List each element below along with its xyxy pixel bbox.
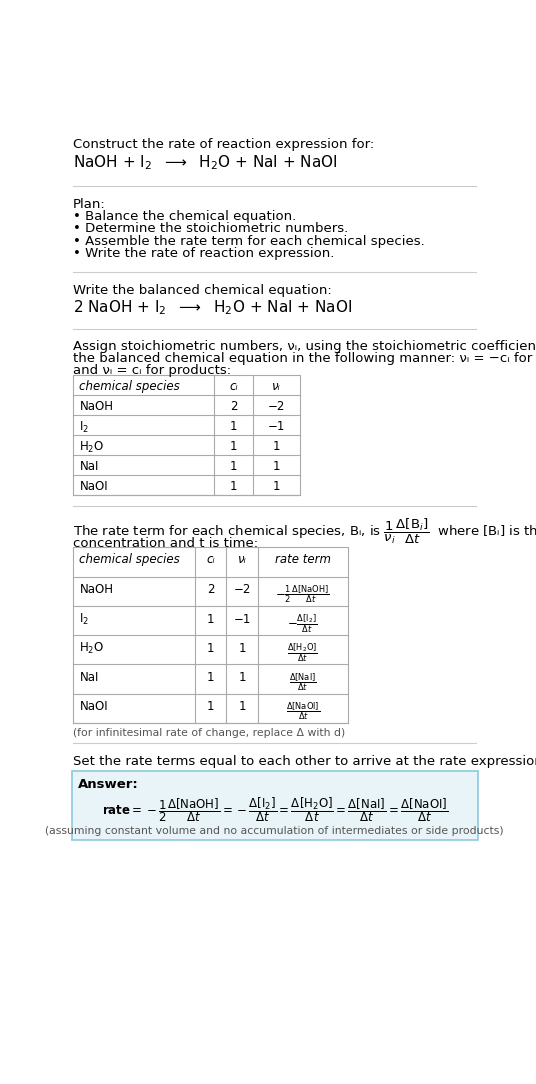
Text: NaOH + I$_2$  $\longrightarrow$  H$_2$O + NaI + NaOI: NaOH + I$_2$ $\longrightarrow$ H$_2$O + … xyxy=(73,153,338,172)
Text: cᵢ: cᵢ xyxy=(229,379,238,392)
Text: νᵢ: νᵢ xyxy=(238,553,247,566)
Text: Assign stoichiometric numbers, νᵢ, using the stoichiometric coefficients, cᵢ, fr: Assign stoichiometric numbers, νᵢ, using… xyxy=(73,339,536,352)
Text: Set the rate terms equal to each other to arrive at the rate expression:: Set the rate terms equal to each other t… xyxy=(73,756,536,769)
Text: Answer:: Answer: xyxy=(78,778,139,791)
Text: The rate term for each chemical species, Bᵢ, is $\dfrac{1}{\nu_i}\dfrac{\Delta[\: The rate term for each chemical species,… xyxy=(73,517,536,546)
Text: 1: 1 xyxy=(206,642,214,655)
Text: • Assemble the rate term for each chemical species.: • Assemble the rate term for each chemic… xyxy=(73,235,425,248)
Text: $\frac{\Delta[\mathrm{NaOI}]}{\Delta t}$: $\frac{\Delta[\mathrm{NaOI}]}{\Delta t}$ xyxy=(286,700,319,722)
Text: NaOI: NaOI xyxy=(79,480,108,493)
Text: $-\frac{\Delta[\mathrm{I}_2]}{\Delta t}$: $-\frac{\Delta[\mathrm{I}_2]}{\Delta t}$ xyxy=(287,612,318,635)
Text: 1: 1 xyxy=(206,700,214,713)
Text: 1: 1 xyxy=(239,700,246,713)
Text: −1: −1 xyxy=(267,421,285,434)
Text: concentration and t is time:: concentration and t is time: xyxy=(73,537,258,550)
Text: $\frac{\Delta[\mathrm{H}_2\mathrm{O}]}{\Delta t}$: $\frac{\Delta[\mathrm{H}_2\mathrm{O}]}{\… xyxy=(287,642,318,664)
Text: Construct the rate of reaction expression for:: Construct the rate of reaction expressio… xyxy=(73,138,375,151)
Text: • Write the rate of reaction expression.: • Write the rate of reaction expression. xyxy=(73,247,334,260)
Text: the balanced chemical equation in the following manner: νᵢ = −cᵢ for reactants: the balanced chemical equation in the fo… xyxy=(73,352,536,365)
Text: NaI: NaI xyxy=(79,461,99,474)
Text: $\mathbf{rate} = -\dfrac{1}{2}\dfrac{\Delta[\mathrm{NaOH}]}{\Delta t} = -\dfrac{: $\mathbf{rate} = -\dfrac{1}{2}\dfrac{\De… xyxy=(101,796,448,824)
Text: Write the balanced chemical equation:: Write the balanced chemical equation: xyxy=(73,284,332,297)
Text: I$_2$: I$_2$ xyxy=(79,611,90,627)
Text: H$_2$O: H$_2$O xyxy=(79,440,105,455)
Text: 1: 1 xyxy=(272,440,280,453)
Text: 1: 1 xyxy=(230,440,237,453)
Text: 2: 2 xyxy=(230,400,237,413)
Text: −2: −2 xyxy=(234,583,251,596)
Text: (for infinitesimal rate of change, replace Δ with d): (for infinitesimal rate of change, repla… xyxy=(73,727,345,737)
Text: $\frac{\Delta[\mathrm{NaI}]}{\Delta t}$: $\frac{\Delta[\mathrm{NaI}]}{\Delta t}$ xyxy=(289,671,316,693)
FancyBboxPatch shape xyxy=(73,375,300,495)
Text: 1: 1 xyxy=(239,671,246,684)
Text: −2: −2 xyxy=(267,400,285,413)
Text: 1: 1 xyxy=(206,671,214,684)
Text: NaOI: NaOI xyxy=(79,700,108,713)
Text: • Determine the stoichiometric numbers.: • Determine the stoichiometric numbers. xyxy=(73,222,348,235)
Text: I$_2$: I$_2$ xyxy=(79,421,90,436)
Text: 1: 1 xyxy=(230,480,237,493)
Text: Plan:: Plan: xyxy=(73,198,106,211)
Text: 1: 1 xyxy=(230,421,237,434)
Text: −1: −1 xyxy=(234,612,251,625)
Text: 1: 1 xyxy=(272,461,280,474)
Text: (assuming constant volume and no accumulation of intermediates or side products): (assuming constant volume and no accumul… xyxy=(46,826,504,836)
Text: chemical species: chemical species xyxy=(79,379,180,392)
Text: rate term: rate term xyxy=(274,553,331,566)
Text: NaOH: NaOH xyxy=(79,583,114,596)
Text: and νᵢ = cᵢ for products:: and νᵢ = cᵢ for products: xyxy=(73,364,232,377)
Text: 1: 1 xyxy=(206,612,214,625)
Text: H$_2$O: H$_2$O xyxy=(79,641,105,656)
Text: 1: 1 xyxy=(239,642,246,655)
Text: 2: 2 xyxy=(206,583,214,596)
Text: 1: 1 xyxy=(272,480,280,493)
Text: 2 NaOH + I$_2$  $\longrightarrow$  H$_2$O + NaI + NaOI: 2 NaOH + I$_2$ $\longrightarrow$ H$_2$O … xyxy=(73,298,352,317)
Text: $-\frac{1}{2}\frac{\Delta[\mathrm{NaOH}]}{\Delta t}$: $-\frac{1}{2}\frac{\Delta[\mathrm{NaOH}]… xyxy=(276,583,330,605)
Text: NaI: NaI xyxy=(79,671,99,684)
FancyBboxPatch shape xyxy=(72,771,478,840)
Text: cᵢ: cᵢ xyxy=(206,553,215,566)
Text: νᵢ: νᵢ xyxy=(272,379,281,392)
Text: 1: 1 xyxy=(230,461,237,474)
Text: chemical species: chemical species xyxy=(79,553,180,566)
Text: NaOH: NaOH xyxy=(79,400,114,413)
Text: • Balance the chemical equation.: • Balance the chemical equation. xyxy=(73,210,296,223)
FancyBboxPatch shape xyxy=(73,547,347,723)
